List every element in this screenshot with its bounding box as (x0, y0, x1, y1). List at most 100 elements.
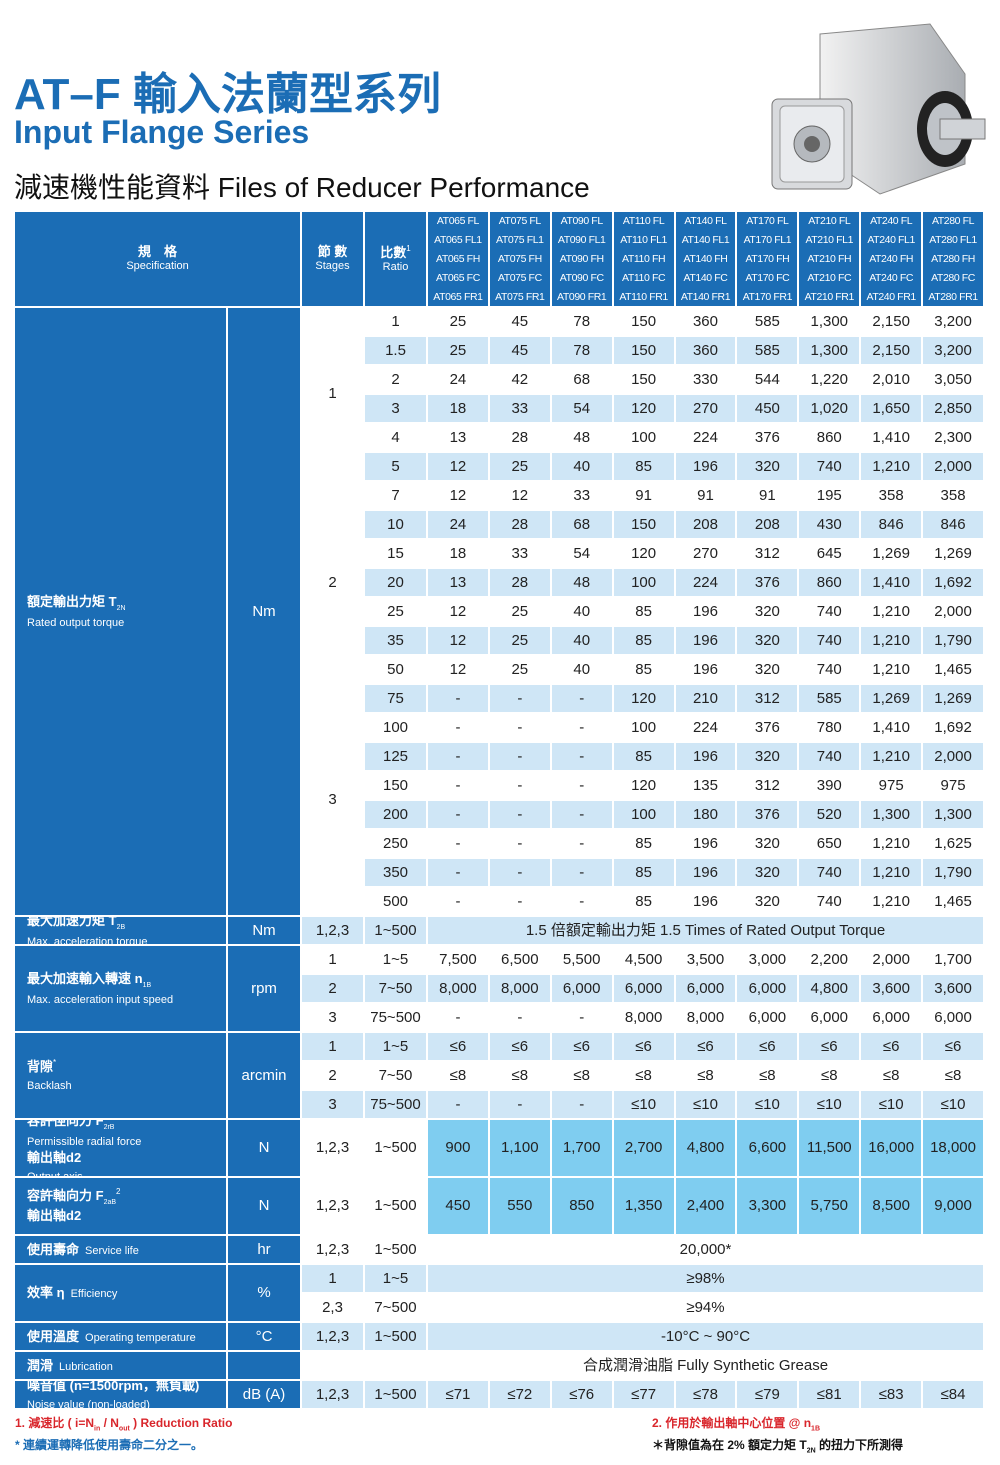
value: 860 (816, 428, 842, 446)
value-cell: 4,500 (613, 946, 674, 973)
value: ≤6 (697, 1037, 714, 1055)
value: 12 (449, 602, 467, 620)
value-cell: - (489, 859, 550, 886)
value-cell: 12 (428, 482, 488, 509)
unit-cell: Nm (228, 308, 300, 915)
value-cell: 6,000 (861, 1004, 922, 1031)
value: 1,410 (872, 718, 910, 736)
value: 33 (573, 486, 591, 504)
value: - (517, 863, 523, 881)
span-cell: 1.5 倍額定輸出力矩 1.5 Times of Rated Output To… (428, 917, 983, 944)
stage-cell: 1 (302, 308, 363, 480)
model-name: AT090 FC (559, 271, 604, 284)
value: 196 (692, 863, 718, 881)
ratio-line: 比數1 (380, 244, 410, 261)
value-cell: 54 (551, 540, 612, 567)
value-cell: 1,210 (861, 888, 922, 915)
value: 2,150 (872, 341, 910, 359)
value: ≤10 (940, 1095, 966, 1113)
stage-cell: 3 (302, 685, 363, 915)
footnote-text: 2. 作用於輸出軸中心位置 @ n (652, 1416, 812, 1430)
value: ≤6 (944, 1037, 962, 1055)
value: 195 (816, 486, 842, 504)
ratio-cell: 1~500 (365, 1323, 426, 1350)
value-cell: 5,500 (551, 946, 612, 973)
footnote: ＊背隙值為在 2% 額定力矩 T2N 的扭力下所測得 (652, 1436, 903, 1454)
model-name: AT240 FC (869, 271, 914, 284)
value-cell: ≤79 (737, 1381, 798, 1408)
unit-cell: °C (228, 1323, 300, 1350)
value: 1,220 (810, 370, 849, 388)
label-cn: 使用壽命 (27, 1241, 80, 1257)
model-name: AT210 FL1 (805, 233, 854, 246)
stage-cell: 2 (302, 1062, 363, 1089)
unit: % (257, 1284, 271, 1302)
section-label: 最大加速力矩 T2B Max. acceleration torque (15, 917, 226, 944)
ratio-cell: 125 (365, 743, 426, 770)
value-cell: 430 (799, 511, 860, 538)
ratio-cell: 50 (365, 656, 426, 683)
value-cell: - (551, 743, 612, 770)
section-label: 使用壽命 Service life (15, 1236, 226, 1263)
ratio: 4 (391, 428, 400, 446)
value: 846 (878, 515, 904, 533)
value: 4,500 (624, 950, 663, 968)
value: 7,500 (439, 950, 477, 968)
value: 1,300 (934, 805, 972, 823)
label-en: Operating temperature (85, 1331, 196, 1344)
value: 544 (754, 370, 780, 388)
value-cell: 150 (613, 308, 674, 335)
value: 1,100 (501, 1139, 539, 1157)
ratio-cell: 150 (365, 772, 426, 799)
value: 320 (754, 457, 780, 475)
stage-cell: 2 (302, 482, 363, 683)
value-cell: 850 (551, 1178, 612, 1234)
value: 1,625 (934, 834, 972, 852)
ratio-cell: 2 (365, 366, 426, 393)
value-cell: 320 (737, 598, 798, 625)
value-cell: 28 (489, 569, 550, 596)
label-sup: 2 (116, 1187, 121, 1197)
value-cell: 3,500 (675, 946, 736, 973)
unit: N (258, 1139, 270, 1157)
ratio: 5 (391, 457, 400, 475)
value: ≤6 (759, 1037, 776, 1055)
value-cell: 196 (675, 656, 736, 683)
value-cell: 25 (428, 308, 488, 335)
value: 12 (449, 457, 467, 475)
label-line: 使用壽命 Service life (27, 1241, 139, 1258)
label-line: Rated output torque (27, 613, 124, 630)
ratio-cell: 100 (365, 714, 426, 741)
ratio: 10 (387, 515, 404, 533)
model-name: AT065 FC (436, 271, 480, 284)
ratio: 1~500 (374, 1327, 417, 1345)
value-cell: ≤6 (799, 1033, 860, 1060)
value-cell: 85 (613, 888, 674, 915)
value-cell: 196 (675, 888, 736, 915)
value-cell: - (428, 685, 488, 712)
ratio: 75~500 (370, 1008, 421, 1026)
value: 2,000 (934, 602, 972, 620)
label-sub: 2rB (103, 1124, 115, 1132)
value-cell: 2,700 (613, 1120, 674, 1176)
value: 376 (754, 718, 780, 736)
value-cell: 100 (613, 801, 674, 828)
label-en: Lubrication (59, 1360, 113, 1373)
ratio-cell: 7~50 (365, 975, 426, 1002)
value: 48 (573, 428, 591, 446)
value: 975 (878, 776, 904, 794)
model-name: AT090 FL (560, 214, 604, 227)
value: 320 (754, 660, 780, 678)
value: 4,800 (810, 979, 849, 997)
value-cell: 25 (489, 656, 550, 683)
value: 91 (697, 486, 714, 504)
value-cell: 740 (799, 453, 860, 480)
value: 5,750 (810, 1197, 849, 1215)
value-cell: 45 (489, 308, 550, 335)
stages-en: Stages (315, 260, 350, 273)
value-cell: - (428, 1004, 488, 1031)
value-cell: 100 (613, 569, 674, 596)
value: 390 (816, 776, 842, 794)
label-line: 效率 η Efficiency (27, 1284, 117, 1301)
value-cell: 224 (675, 714, 736, 741)
